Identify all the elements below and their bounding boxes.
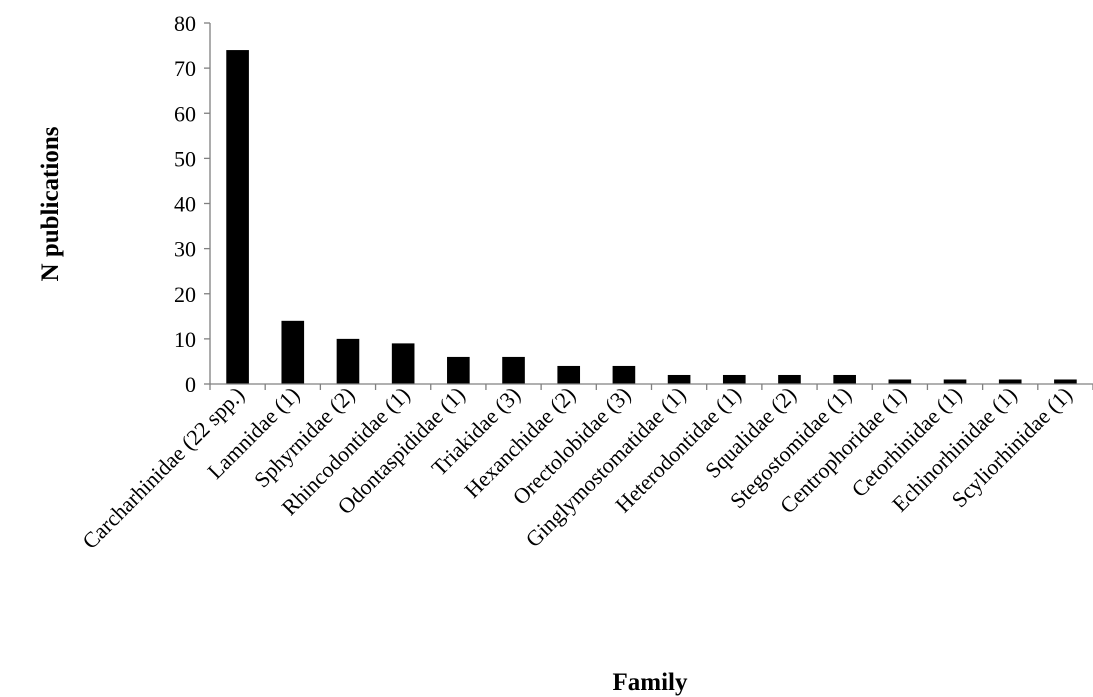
y-tick-label: 80 [174,11,196,36]
bar [612,365,636,384]
bar [888,379,912,384]
y-tick-label: 10 [174,327,196,352]
bar [447,356,470,384]
y-tick-label: 70 [174,56,196,81]
bar [833,374,856,384]
y-axis-ticks: 0 10 20 30 40 50 60 70 80 [174,11,210,397]
bar [943,379,967,384]
bar [722,374,746,384]
y-tick-label: 30 [174,237,196,262]
x-axis-ticks [209,384,1093,390]
bar [998,379,1022,384]
bar [1054,379,1077,384]
y-tick-label: 60 [174,101,196,126]
bars [226,50,1077,384]
bar [226,50,249,384]
bar [391,343,415,384]
bar [557,365,581,384]
bar [502,356,525,384]
bar [336,338,360,384]
category-labels: Carcharhinidae (22 spp.)Lamnidae (1)Sphy… [77,382,1077,554]
bar [281,320,305,384]
bar [778,374,801,384]
bar [667,374,691,384]
y-tick-label: 20 [174,282,196,307]
y-tick-label: 50 [174,146,196,171]
y-axis-title: N publications [37,126,64,281]
x-axis-title: Family [613,669,688,696]
y-tick-label: 40 [174,192,196,217]
y-tick-label: 0 [185,372,196,397]
